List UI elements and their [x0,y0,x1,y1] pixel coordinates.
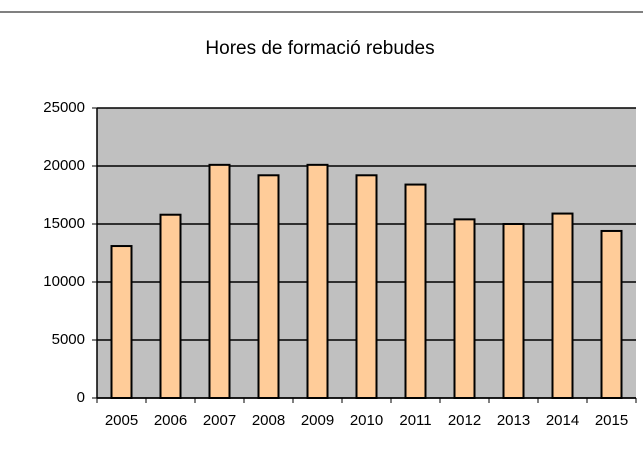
x-tick-label: 2007 [203,412,236,429]
bar [257,174,280,399]
bar [600,229,623,399]
bar [502,223,525,399]
bar [404,183,427,399]
y-tick-label: 10000 [43,273,85,290]
x-tick-label: 2011 [399,412,431,429]
x-tick-label: 2006 [154,412,187,429]
y-tick-label: 15000 [43,215,85,232]
bar [208,163,231,399]
x-tick-label: 2013 [497,412,530,429]
x-tick-label: 2012 [448,412,481,429]
bar [159,213,182,399]
y-tick-label: 0 [77,389,85,406]
bar [306,163,329,399]
bar [355,174,378,399]
bar [453,218,476,399]
x-tick-label: 2008 [252,412,285,429]
x-tick-label: 2010 [350,412,383,429]
x-tick-label: 2005 [105,412,138,429]
y-tick-label: 20000 [43,157,85,174]
bar [110,245,133,399]
y-tick-label: 5000 [52,331,85,348]
x-tick-label: 2014 [546,412,579,429]
y-tick-label: 25000 [43,99,85,116]
chart-title: Hores de formació rebudes [205,38,434,59]
bar [551,212,574,399]
x-tick-label: 2015 [595,412,628,429]
x-tick-label: 2009 [301,412,334,429]
